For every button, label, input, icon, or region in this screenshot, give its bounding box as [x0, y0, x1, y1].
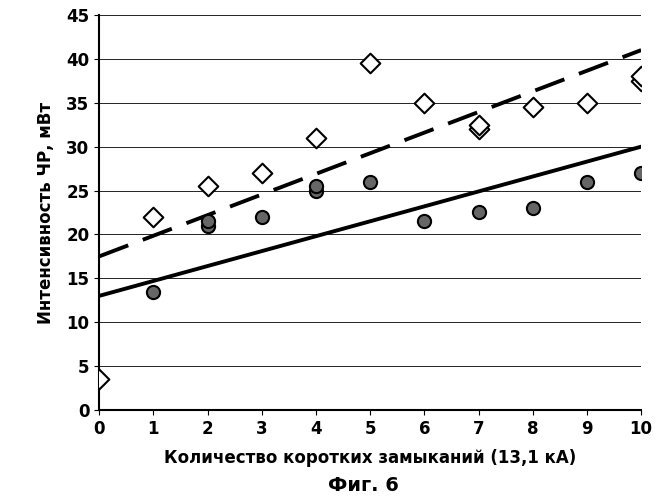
- Point: [636, 169, 646, 177]
- Point: [148, 213, 159, 221]
- Point: [256, 169, 267, 177]
- Point: [94, 376, 104, 384]
- X-axis label: Количество коротких замыканий (13,1 кА): Количество коротких замыканий (13,1 кА): [164, 449, 576, 467]
- Point: [365, 60, 375, 68]
- Point: [256, 213, 267, 221]
- Text: Фиг. 6: Фиг. 6: [328, 476, 399, 495]
- Point: [419, 99, 430, 107]
- Point: [636, 72, 646, 80]
- Point: [202, 218, 213, 226]
- Point: [582, 99, 592, 107]
- Point: [527, 103, 538, 111]
- Point: [582, 178, 592, 186]
- Point: [419, 218, 430, 226]
- Point: [311, 182, 321, 190]
- Point: [365, 178, 375, 186]
- Y-axis label: Интенсивность ЧР, мВт: Интенсивность ЧР, мВт: [37, 102, 55, 324]
- Point: [148, 288, 159, 296]
- Point: [94, 376, 104, 384]
- Point: [473, 125, 484, 133]
- Point: [473, 208, 484, 216]
- Point: [202, 222, 213, 230]
- Point: [202, 182, 213, 190]
- Point: [636, 77, 646, 85]
- Point: [473, 120, 484, 128]
- Point: [311, 186, 321, 194]
- Point: [311, 134, 321, 142]
- Point: [527, 204, 538, 212]
